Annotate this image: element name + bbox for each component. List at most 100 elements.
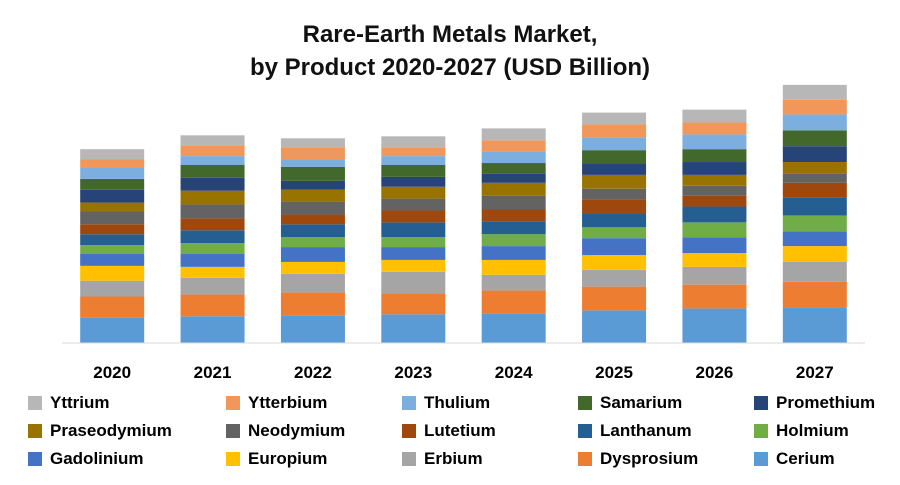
bar-segment-dysprosium-2023 xyxy=(381,293,446,315)
legend-swatch-dysprosium xyxy=(578,452,592,466)
bar-segment-lanthanum-2027 xyxy=(782,197,847,216)
bar-segment-cerium-2026 xyxy=(682,308,747,343)
bar-segment-gadolinium-2026 xyxy=(682,237,747,254)
bar-segment-ytterbium-2021 xyxy=(180,145,245,157)
bar-segment-holmium-2022 xyxy=(280,237,345,248)
bar-segment-praseodymium-2022 xyxy=(280,189,345,202)
bar-segment-thulium-2025 xyxy=(582,137,647,151)
bar-segment-lutetium-2022 xyxy=(280,214,345,225)
legend-label-cerium: Cerium xyxy=(776,449,835,468)
legend-item-europium: Europium xyxy=(226,448,402,470)
bar-segment-cerium-2024 xyxy=(481,313,546,343)
bar-segment-neodymium-2027 xyxy=(782,173,847,183)
bar-segment-thulium-2023 xyxy=(381,156,446,165)
bar-segment-holmium-2026 xyxy=(682,222,747,238)
bar-segment-erbium-2021 xyxy=(180,277,245,295)
bar-segment-erbium-2024 xyxy=(481,274,546,291)
bar-segment-promethium-2025 xyxy=(582,164,647,175)
legend-label-holmium: Holmium xyxy=(776,421,849,440)
x-tick-label-2024: 2024 xyxy=(495,363,533,382)
bar-segment-neodymium-2023 xyxy=(381,198,446,211)
bar-segment-praseodymium-2026 xyxy=(682,174,747,186)
bar-segment-lanthanum-2025 xyxy=(582,213,647,228)
bar-segment-promethium-2021 xyxy=(180,177,245,191)
legend-label-europium: Europium xyxy=(248,449,328,468)
legend-swatch-promethium xyxy=(754,396,768,410)
bar-segment-lutetium-2027 xyxy=(782,182,847,198)
legend-label-lanthanum: Lanthanum xyxy=(600,421,692,440)
bar-segment-europium-2025 xyxy=(582,254,647,270)
bar-segment-cerium-2020 xyxy=(80,317,145,343)
bar-segment-cerium-2022 xyxy=(280,315,345,343)
legend-swatch-holmium xyxy=(754,424,768,438)
bar-segment-holmium-2024 xyxy=(481,234,546,247)
bar-segment-neodymium-2025 xyxy=(582,188,647,200)
bar-segment-lutetium-2023 xyxy=(381,210,446,223)
bar-segment-thulium-2026 xyxy=(682,134,747,150)
legend-label-thulium: Thulium xyxy=(424,393,491,412)
legend-label-dysprosium: Dysprosium xyxy=(600,449,699,468)
legend-label-lutetium: Lutetium xyxy=(424,421,496,440)
bar-segment-samarium-2020 xyxy=(80,178,145,190)
bar-segment-dysprosium-2022 xyxy=(280,292,345,316)
bar-segment-samarium-2023 xyxy=(381,165,446,177)
bar-segment-holmium-2021 xyxy=(180,243,245,254)
bar-segment-erbium-2023 xyxy=(381,271,446,294)
bar-segment-cerium-2025 xyxy=(582,310,647,343)
legend-swatch-samarium xyxy=(578,396,592,410)
legend-swatch-praseodymium xyxy=(28,424,42,438)
bar-segment-neodymium-2024 xyxy=(481,195,546,210)
bar-segment-lanthanum-2021 xyxy=(180,230,245,244)
bar-segment-europium-2024 xyxy=(481,259,546,275)
bar-segment-europium-2020 xyxy=(80,265,145,281)
bar-segment-lanthanum-2022 xyxy=(280,224,345,238)
legend-swatch-europium xyxy=(226,452,240,466)
chart-title-line-2: by Product 2020-2027 (USD Billion) xyxy=(249,54,651,81)
bar-segment-samarium-2026 xyxy=(682,149,747,163)
x-tick-label-2023: 2023 xyxy=(394,363,432,382)
bar-segment-praseodymium-2021 xyxy=(180,190,245,205)
bar-segment-ytterbium-2027 xyxy=(782,99,847,115)
bar-segment-promethium-2022 xyxy=(280,180,345,190)
bar-segment-neodymium-2022 xyxy=(280,201,345,215)
bar-segment-lutetium-2024 xyxy=(481,209,546,222)
bar-segment-dysprosium-2027 xyxy=(782,281,847,308)
bar-segment-erbium-2027 xyxy=(782,261,847,282)
bar-segment-europium-2027 xyxy=(782,246,847,262)
bar-segment-cerium-2023 xyxy=(381,314,446,343)
chart-title-line-1: Rare-Earth Metals Market, xyxy=(302,21,598,48)
bar-segment-lanthanum-2020 xyxy=(80,234,145,246)
legend-item-ytterbium: Ytterbium xyxy=(226,392,402,414)
bar-segment-erbium-2026 xyxy=(682,266,747,285)
x-tick-label-2027: 2027 xyxy=(796,363,834,382)
bar-segment-gadolinium-2020 xyxy=(80,254,145,266)
bar-segment-gadolinium-2027 xyxy=(782,231,847,247)
legend-swatch-thulium xyxy=(402,396,416,410)
bar-segment-europium-2022 xyxy=(280,261,345,274)
legend-swatch-ytterbium xyxy=(226,396,240,410)
legend-swatch-cerium xyxy=(754,452,768,466)
bar-segment-gadolinium-2022 xyxy=(280,247,345,262)
bar-segment-europium-2023 xyxy=(381,259,446,272)
bar-segment-lanthanum-2024 xyxy=(481,221,546,235)
bar-segment-holmium-2027 xyxy=(782,215,847,232)
x-tick-label-2020: 2020 xyxy=(93,363,131,382)
bar-segment-ytterbium-2026 xyxy=(682,122,747,135)
legend-swatch-yttrium xyxy=(28,396,42,410)
legend-label-samarium: Samarium xyxy=(600,393,683,412)
bar-segment-praseodymium-2025 xyxy=(582,174,647,189)
bar-segment-praseodymium-2027 xyxy=(782,162,847,174)
bar-segment-dysprosium-2020 xyxy=(80,296,145,318)
bar-segment-holmium-2020 xyxy=(80,245,145,254)
bar-segment-ytterbium-2020 xyxy=(80,159,145,168)
legend-item-cerium: Cerium xyxy=(754,448,894,470)
legend-swatch-lanthanum xyxy=(578,424,592,438)
bar-segment-promethium-2027 xyxy=(782,146,847,163)
bar-segment-yttrium-2027 xyxy=(782,84,847,100)
legend-item-praseodymium: Praseodymium xyxy=(28,420,226,442)
bar-segment-yttrium-2021 xyxy=(180,135,245,146)
bar-segment-gadolinium-2023 xyxy=(381,247,446,260)
legend-label-yttrium: Yttrium xyxy=(50,393,110,412)
legend-swatch-neodymium xyxy=(226,424,240,438)
bar-segment-yttrium-2020 xyxy=(80,149,145,160)
